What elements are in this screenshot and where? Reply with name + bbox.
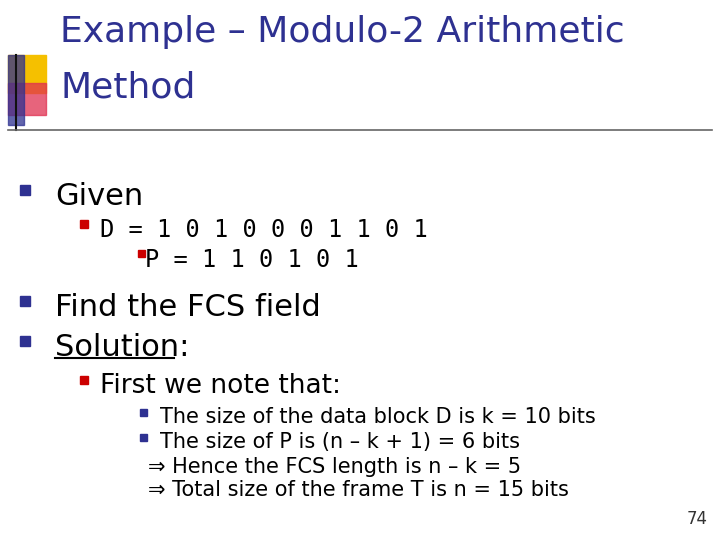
Bar (140, 434, 147, 441)
Text: Given: Given (55, 182, 143, 211)
Bar (8, 55, 24, 125)
Text: The size of the data block D is k = 10 bits: The size of the data block D is k = 10 b… (160, 407, 595, 427)
Bar (20, 296, 30, 306)
Text: Find the FCS field: Find the FCS field (55, 293, 320, 322)
Bar (80, 220, 88, 228)
Bar (80, 376, 88, 383)
Text: ⇒ Total size of the frame T is n = 15 bits: ⇒ Total size of the frame T is n = 15 bi… (148, 480, 569, 500)
Text: D = 1 0 1 0 0 0 1 1 0 1: D = 1 0 1 0 0 0 1 1 0 1 (100, 218, 428, 242)
Bar (8, 83, 46, 115)
Text: First we note that:: First we note that: (100, 373, 341, 399)
Bar (20, 336, 30, 346)
Bar (8, 55, 46, 93)
Text: P = 1 1 0 1 0 1: P = 1 1 0 1 0 1 (145, 248, 359, 272)
Bar (140, 409, 147, 416)
Text: ⇒ Hence the FCS length is n – k = 5: ⇒ Hence the FCS length is n – k = 5 (148, 457, 521, 477)
Text: Solution:: Solution: (55, 333, 189, 362)
Text: Method: Method (60, 70, 195, 104)
Text: Example – Modulo-2 Arithmetic: Example – Modulo-2 Arithmetic (60, 15, 625, 49)
Text: The size of P is (n – k + 1) = 6 bits: The size of P is (n – k + 1) = 6 bits (160, 432, 520, 452)
Text: 74: 74 (687, 510, 708, 528)
Bar (20, 185, 30, 195)
Bar (138, 251, 145, 258)
